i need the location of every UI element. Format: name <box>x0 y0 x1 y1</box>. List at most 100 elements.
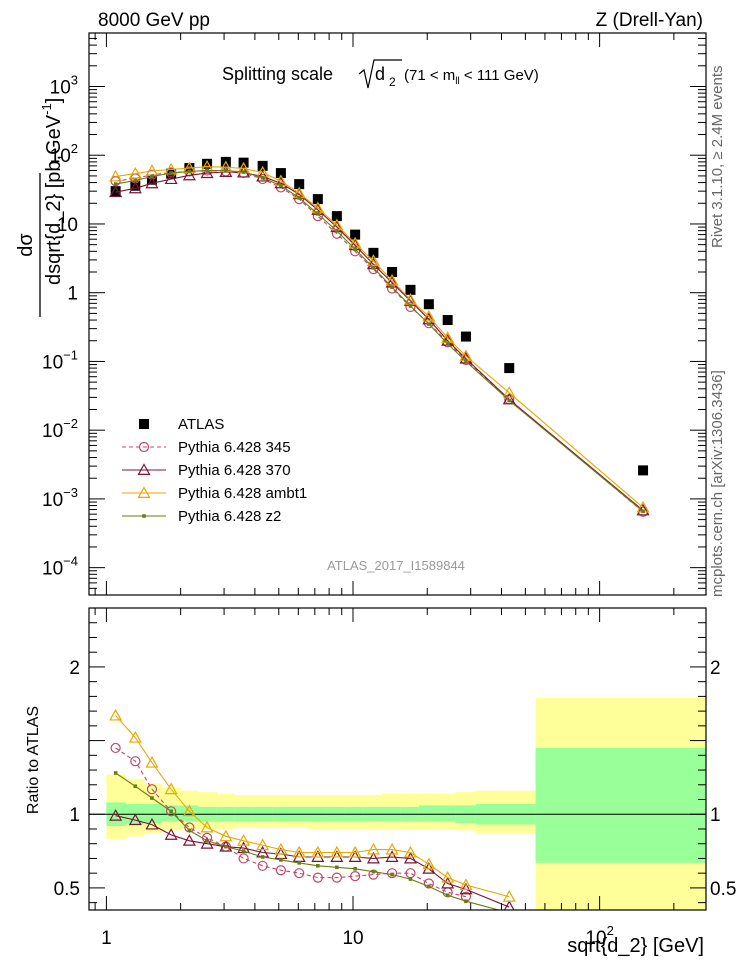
ratio-point <box>200 820 214 833</box>
ylabel-exponent: -1 <box>39 103 54 115</box>
data-point <box>109 169 123 182</box>
ratio-point <box>366 851 380 864</box>
ratio-point <box>311 845 325 858</box>
ratio-ylabel: Ratio to ATLAS <box>25 706 42 814</box>
ratio-y-tick-label: 0.5 <box>54 879 80 900</box>
uncertainty-band-inner <box>180 805 199 822</box>
data-point <box>427 322 431 326</box>
ratio-panel <box>89 697 706 915</box>
ratio-y-tick-label-right: 0.5 <box>710 879 736 900</box>
main-title-var-sub: 2 <box>389 75 396 89</box>
data-point <box>385 273 399 286</box>
uncertainty-band-inner <box>535 747 706 863</box>
ratio-y-tick-label-right: 2 <box>710 658 721 679</box>
data-point <box>133 178 138 183</box>
ratio-point <box>331 872 342 883</box>
data-point <box>386 283 398 294</box>
ratio-point <box>166 806 177 817</box>
ratio-point <box>422 857 436 870</box>
data-point <box>113 182 118 186</box>
ratio-point <box>150 796 154 800</box>
ratio-point <box>371 869 376 874</box>
data-point <box>275 168 286 179</box>
ratio-point <box>224 844 228 849</box>
y-tick-label: 1 <box>67 284 78 305</box>
ratio-line <box>115 747 467 898</box>
main-title-var: d <box>375 64 385 84</box>
ratio-point <box>294 868 305 879</box>
data-point <box>182 168 196 181</box>
series-line <box>115 169 644 513</box>
uncertainty-band-inner <box>437 805 456 822</box>
ratio-point <box>330 845 344 858</box>
ratio-point <box>164 782 178 795</box>
ratio-point <box>441 870 455 883</box>
axes: 10−4 10−3 10−2 10−1 1 10 102 103 0.5 0.5 1 1 2 2 1 10 10… <box>42 32 736 949</box>
ratio-point <box>297 861 301 865</box>
ratio-point <box>316 864 320 868</box>
ratio-point <box>260 855 265 859</box>
ratio-point <box>350 871 361 882</box>
ratio-point <box>348 845 362 858</box>
data-point <box>502 386 516 398</box>
legend-label: Pythia 6.428 370 <box>178 462 291 479</box>
ratio-point <box>390 872 394 877</box>
data-point <box>405 301 416 313</box>
data-point <box>260 175 265 180</box>
main-title: Splitting scale d 2 (71 < mll < 111 GeV) <box>222 59 539 89</box>
ratio-point <box>257 860 268 871</box>
data-point <box>150 174 154 179</box>
legend-label: Pythia 6.428 345 <box>178 439 291 456</box>
data-point <box>331 211 342 222</box>
ratio-point <box>366 842 380 855</box>
ratio-point <box>182 834 196 846</box>
header-energy: 8000 GeV pp <box>98 10 210 31</box>
data-point <box>464 359 468 364</box>
ratio-point <box>353 866 357 871</box>
y-tick-label: 10−3 <box>42 485 78 511</box>
data-point <box>460 331 471 342</box>
data-point <box>205 168 209 173</box>
data-point <box>423 299 434 310</box>
data-point <box>130 180 141 191</box>
legend: ATLAS Pythia 6.428 345 Pythia 6.428 370 Pyt… <box>122 416 307 525</box>
data-point <box>312 194 323 205</box>
data-point <box>445 342 450 346</box>
ratio-point <box>109 708 123 721</box>
ratio-point <box>200 836 214 849</box>
ylabel-numerator: dσ <box>15 233 37 257</box>
legend-marker <box>142 514 146 518</box>
ratio-point <box>408 877 413 881</box>
ratio-point <box>507 911 511 915</box>
sqrt-sign <box>358 59 402 89</box>
data-point <box>200 166 214 179</box>
ratio-point <box>464 899 468 903</box>
main-title-range-sub: ll <box>455 76 459 87</box>
ratio-point <box>146 784 158 795</box>
ratio-point <box>182 804 196 817</box>
ratio-series-3 <box>113 771 511 915</box>
y-tick-label: 102 <box>50 141 78 167</box>
ylabel-denominator: dsqrt{d_2} [pb,GeV-1] <box>39 98 65 285</box>
data-point <box>350 246 361 257</box>
ratio-point <box>403 845 417 858</box>
legend-entry: Pythia 6.428 370 <box>122 462 291 479</box>
data-point <box>224 168 228 173</box>
ratio-point <box>386 868 398 879</box>
data-point <box>128 181 142 194</box>
ratio-point <box>441 876 455 889</box>
main-panel <box>109 156 650 517</box>
data-point <box>638 465 649 476</box>
legend-marker <box>139 419 149 429</box>
data-point <box>350 229 361 240</box>
legend-label: Pythia 6.428 z2 <box>178 508 281 525</box>
data-point <box>202 158 213 169</box>
data-point <box>502 392 516 405</box>
data-point <box>187 169 192 174</box>
ratio-point <box>128 730 142 743</box>
legend-entry: ATLAS <box>139 416 224 433</box>
ratio-point <box>503 900 515 910</box>
ratio-frame <box>88 607 707 911</box>
ratio-point <box>109 808 123 821</box>
ratio-point <box>502 890 516 902</box>
